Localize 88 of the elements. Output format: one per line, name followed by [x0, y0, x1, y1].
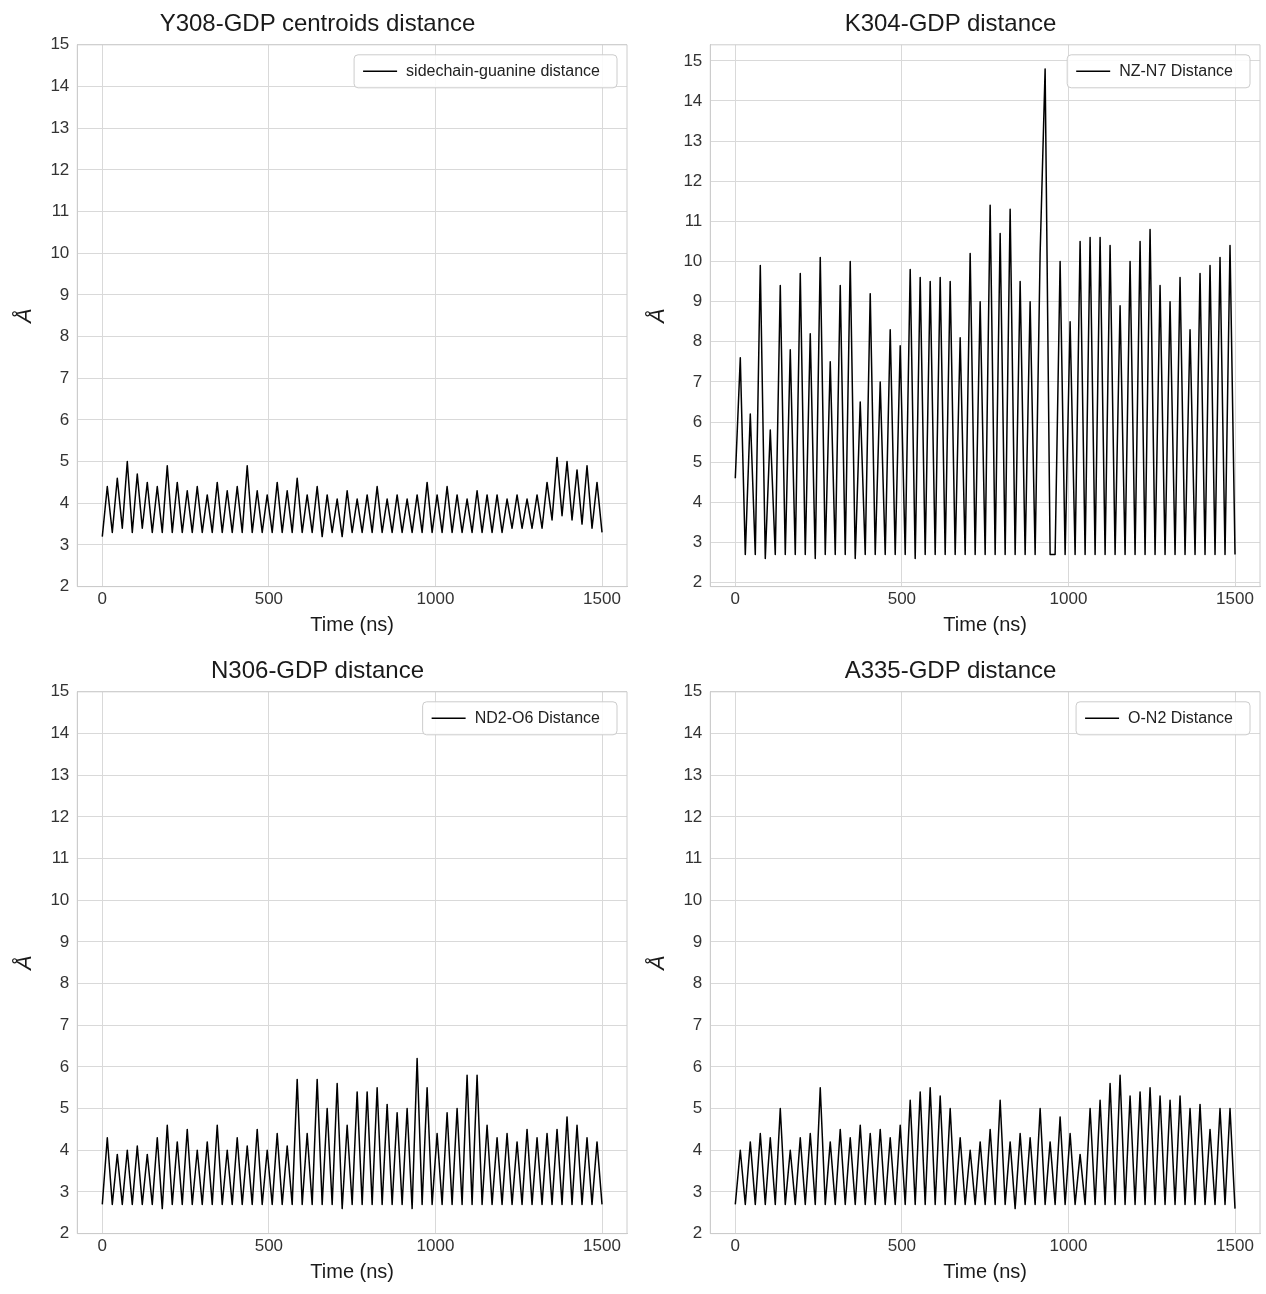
x-tick-label: 500	[887, 1236, 917, 1256]
x-tick-label: 0	[730, 1236, 741, 1256]
legend-label: sidechain-guanine distance	[406, 61, 601, 79]
legend-label: NZ-N7 Distance	[1119, 61, 1234, 79]
y-axis-title: Å	[644, 955, 670, 973]
y-tick-label: 12	[50, 806, 70, 826]
y-tick-label: 15	[50, 34, 70, 54]
y-tick-label: 7	[59, 367, 70, 387]
y-tick-label: 6	[692, 1056, 703, 1076]
x-tick-label: 500	[254, 1236, 284, 1256]
y-tick-label: 10	[683, 251, 703, 271]
y-tick-label: 8	[692, 973, 703, 993]
x-tick-label: 500	[254, 589, 284, 609]
y-tick-label: 5	[59, 1098, 70, 1118]
y-tick-label: 7	[692, 371, 703, 391]
y-tick-label: 4	[59, 492, 70, 512]
y-tick-label: 14	[50, 76, 70, 96]
x-axis-title: Time (ns)	[943, 612, 1028, 635]
y-axis-title: Å	[11, 308, 37, 326]
y-tick-label: 14	[683, 723, 703, 743]
y-tick-label: 8	[59, 973, 70, 993]
y-tick-label: 13	[683, 764, 703, 784]
x-tick-label: 0	[97, 589, 108, 609]
chart-title: A335-GDP distance	[844, 656, 1057, 684]
y-tick-label: 12	[683, 806, 703, 826]
y-tick-label: 3	[692, 1181, 703, 1201]
y-tick-label: 7	[59, 1014, 70, 1034]
y-tick-label: 11	[51, 848, 70, 868]
y-tick-label: 12	[50, 159, 70, 179]
y-tick-label: 11	[51, 201, 70, 221]
y-tick-label: 12	[683, 170, 703, 190]
x-tick-label: 1500	[583, 589, 621, 609]
y-tick-label: 13	[683, 130, 703, 150]
y-tick-label: 14	[683, 90, 703, 110]
x-axis-title: Time (ns)	[943, 1259, 1028, 1282]
y-tick-label: 11	[684, 848, 703, 868]
y-tick-label: 9	[692, 931, 703, 951]
y-tick-label: 7	[692, 1014, 703, 1034]
legend-label: ND2-O6 Distance	[474, 708, 601, 726]
x-tick-label: 500	[887, 589, 917, 609]
y-tick-label: 3	[59, 534, 70, 554]
y-tick-label: 13	[50, 117, 70, 137]
x-tick-label: 1500	[583, 1236, 621, 1256]
y-tick-label: 2	[59, 576, 70, 596]
x-tick-label: 1000	[416, 589, 455, 609]
y-tick-label: 10	[50, 889, 70, 909]
x-tick-label: 1500	[1216, 589, 1254, 609]
y-tick-label: 8	[692, 331, 703, 351]
y-tick-label: 6	[59, 409, 70, 429]
y-tick-label: 4	[692, 1139, 703, 1159]
y-tick-label: 11	[684, 211, 703, 231]
x-tick-label: 1000	[416, 1236, 455, 1256]
y-tick-label: 10	[50, 242, 70, 262]
y-axis-title: Å	[644, 308, 670, 326]
y-tick-label: 2	[692, 572, 703, 592]
y-tick-label: 2	[59, 1223, 70, 1243]
y-tick-label: 9	[692, 291, 703, 311]
y-tick-label: 2	[692, 1223, 703, 1243]
y-tick-label: 3	[59, 1181, 70, 1201]
x-tick-label: 0	[730, 589, 741, 609]
y-tick-label: 4	[692, 492, 703, 512]
y-tick-label: 6	[59, 1056, 70, 1076]
y-axis-title: Å	[11, 955, 37, 973]
y-tick-label: 3	[692, 532, 703, 552]
y-tick-label: 9	[59, 284, 70, 304]
y-tick-label: 9	[59, 931, 70, 951]
y-tick-label: 4	[59, 1139, 70, 1159]
chart-title: N306-GDP distance	[211, 656, 424, 684]
y-tick-label: 5	[59, 451, 70, 471]
legend-label: O-N2 Distance	[1128, 708, 1234, 726]
x-axis-title: Time (ns)	[310, 1259, 395, 1282]
chart-title: K304-GDP distance	[844, 9, 1057, 37]
y-tick-label: 15	[683, 50, 703, 70]
y-tick-label: 15	[50, 681, 70, 701]
y-tick-label: 10	[683, 889, 703, 909]
y-tick-label: 8	[59, 326, 70, 346]
y-tick-label: 5	[692, 1098, 703, 1118]
y-tick-label: 14	[50, 723, 70, 743]
y-tick-label: 15	[683, 681, 703, 701]
x-tick-label: 1500	[1216, 1236, 1254, 1256]
y-tick-label: 6	[692, 411, 703, 431]
y-tick-label: 5	[692, 451, 703, 471]
x-axis-title: Time (ns)	[310, 612, 395, 635]
chart-title: Y308-GDP centroids distance	[159, 9, 476, 37]
x-tick-label: 1000	[1049, 1236, 1088, 1256]
x-tick-label: 1000	[1049, 589, 1088, 609]
x-tick-label: 0	[97, 1236, 108, 1256]
y-tick-label: 13	[50, 764, 70, 784]
